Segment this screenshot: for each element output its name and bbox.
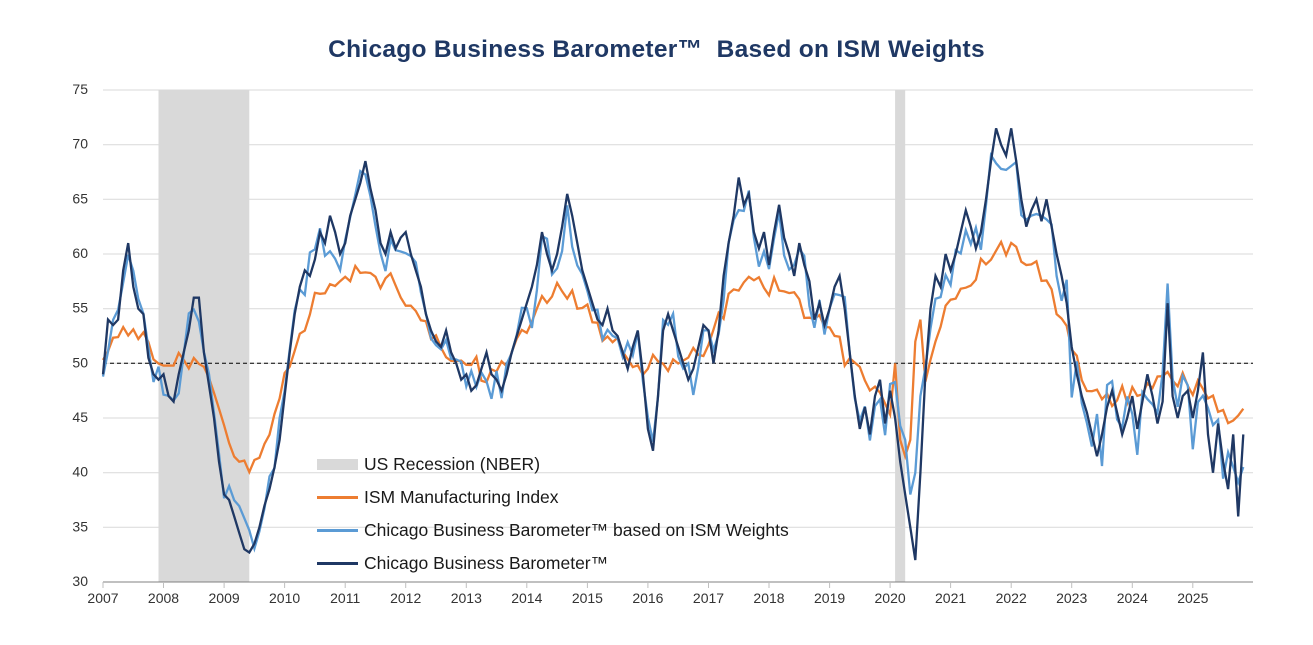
svg-text:2016: 2016	[632, 590, 663, 606]
svg-text:2015: 2015	[572, 590, 603, 606]
svg-text:2009: 2009	[209, 590, 240, 606]
svg-text:2007: 2007	[87, 590, 118, 606]
svg-text:75: 75	[72, 81, 88, 97]
svg-text:2021: 2021	[935, 590, 966, 606]
svg-text:70: 70	[72, 136, 88, 152]
svg-text:2018: 2018	[753, 590, 784, 606]
svg-text:2010: 2010	[269, 590, 300, 606]
svg-text:2013: 2013	[451, 590, 482, 606]
svg-text:60: 60	[72, 245, 88, 261]
svg-text:30: 30	[72, 573, 88, 589]
svg-text:2019: 2019	[814, 590, 845, 606]
svg-text:2024: 2024	[1117, 590, 1148, 606]
svg-text:40: 40	[72, 464, 88, 480]
svg-text:2023: 2023	[1056, 590, 1087, 606]
svg-text:2022: 2022	[996, 590, 1027, 606]
svg-text:65: 65	[72, 190, 88, 206]
svg-text:35: 35	[72, 518, 88, 534]
svg-text:2020: 2020	[875, 590, 906, 606]
svg-text:50: 50	[72, 354, 88, 370]
svg-text:2014: 2014	[511, 590, 542, 606]
svg-text:2011: 2011	[330, 590, 360, 606]
svg-text:45: 45	[72, 409, 88, 425]
svg-text:2008: 2008	[148, 590, 179, 606]
svg-text:2017: 2017	[693, 590, 724, 606]
svg-text:55: 55	[72, 300, 88, 316]
svg-text:2025: 2025	[1177, 590, 1208, 606]
svg-text:2012: 2012	[390, 590, 421, 606]
